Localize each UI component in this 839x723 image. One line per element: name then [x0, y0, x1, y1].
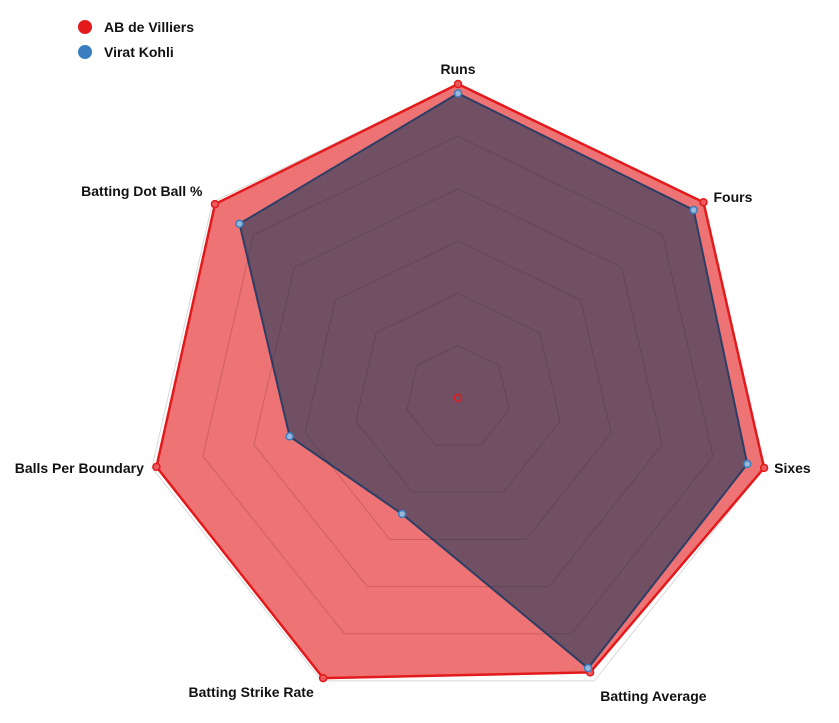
series-0-point-2: [759, 463, 769, 473]
grid-overlay: [202, 135, 714, 635]
grid-ring-overlay-2: [355, 292, 561, 493]
series-0-point-4: [318, 673, 328, 683]
legend-item-ab-de-villiers[interactable]: AB de Villiers: [78, 14, 194, 39]
series-1-point-4: [397, 509, 407, 519]
grid-ring-overlay-1: [406, 345, 510, 446]
grid-ring-overlay-4: [253, 188, 663, 588]
axis-label-3: Batting Average: [600, 688, 707, 704]
legend-item-virat-kohli[interactable]: Virat Kohli: [78, 39, 194, 64]
series-0-point-1: [699, 197, 708, 207]
grid-ring-overlay-5: [202, 135, 714, 635]
legend-label-virat-kohli: Virat Kohli: [104, 43, 174, 60]
grid-ring-overlay-3: [304, 240, 612, 540]
series-1-point-6: [235, 219, 244, 229]
axis-label-4: Batting Strike Rate: [189, 684, 314, 700]
center-point: [453, 393, 463, 403]
series-0-point-0: [453, 79, 463, 89]
series-layer: [152, 79, 769, 683]
series-1-point-2: [743, 459, 752, 469]
axis-label-1: Fours: [713, 189, 752, 205]
series-1-point-0: [453, 89, 463, 98]
series-0-point-6: [210, 199, 220, 209]
series-1-point-5: [285, 432, 294, 441]
series-1-point-1: [689, 205, 698, 215]
axis-label-5: Balls Per Boundary: [15, 460, 144, 476]
axis-label-0: Runs: [441, 61, 476, 77]
series-area-1: [238, 92, 749, 670]
series-1-point-3: [583, 663, 593, 673]
legend-swatch-virat-kohli: [78, 44, 92, 59]
legend: AB de Villiers Virat Kohli: [78, 14, 194, 64]
legend-swatch-ab-de-villiers: [78, 19, 92, 34]
axis-label-6: Batting Dot Ball %: [81, 183, 203, 199]
axis-label-2: Sixes: [774, 460, 811, 476]
legend-label-ab-de-villiers: AB de Villiers: [104, 18, 195, 35]
axis-labels: Runs Fours Sixes Batting Average Batting Str…: [15, 61, 811, 704]
series-0-point-5: [152, 462, 161, 472]
